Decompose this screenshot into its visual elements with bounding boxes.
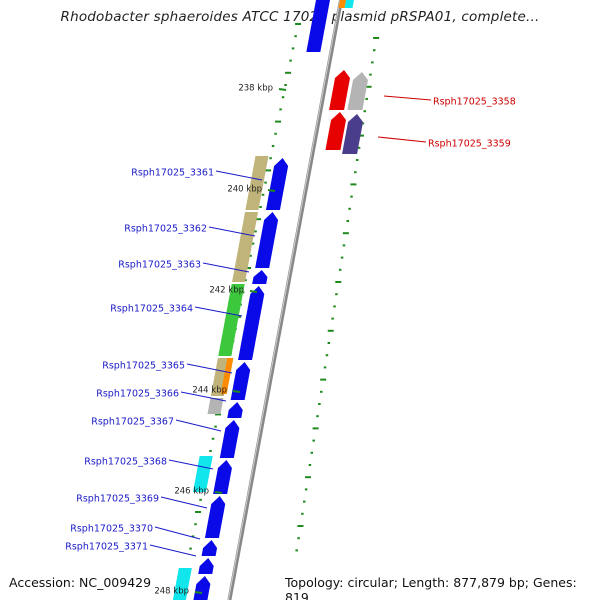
kbp-label: 244 kbp bbox=[192, 386, 227, 396]
cds-arrow bbox=[325, 112, 347, 150]
gene-label: Rsph17025_3367 bbox=[91, 417, 174, 428]
cds-arrow bbox=[238, 286, 265, 360]
gene-label: Rsph17025_3366 bbox=[96, 389, 179, 400]
misc-feature bbox=[218, 284, 245, 356]
gene-label-leader bbox=[208, 226, 256, 237]
gene-label: Rsph17025_3362 bbox=[124, 224, 207, 235]
kbp-tick bbox=[267, 189, 276, 192]
gene-label: Rsph17025_3368 bbox=[84, 457, 167, 468]
cds-arrow bbox=[193, 576, 211, 600]
kbp-tick bbox=[278, 88, 287, 91]
gene-label: Rsph17025_3365 bbox=[102, 361, 185, 372]
cds-arrow bbox=[347, 72, 369, 110]
cds-arrow bbox=[265, 158, 289, 210]
kbp-label: 242 kbp bbox=[209, 286, 244, 296]
gene-label-leader bbox=[194, 306, 243, 317]
gene-label-leader bbox=[383, 95, 432, 101]
gene-label: Rsph17025_3364 bbox=[110, 304, 193, 315]
misc-feature bbox=[338, 0, 346, 8]
gene-label-leader bbox=[215, 170, 263, 181]
gene-label-leader bbox=[175, 419, 222, 432]
misc-feature bbox=[192, 456, 213, 492]
backbone-highlight bbox=[227, 0, 341, 600]
gene-label: Rsph17025_3370 bbox=[70, 524, 153, 535]
gene-label: Rsph17025_3359 bbox=[428, 139, 511, 150]
misc-feature bbox=[232, 212, 259, 282]
cds-arrow bbox=[204, 496, 226, 538]
cds-arrow bbox=[219, 420, 240, 458]
gene-label-leader bbox=[202, 262, 250, 273]
kbp-tick bbox=[249, 290, 258, 293]
kbp-label: 240 kbp bbox=[227, 185, 262, 195]
misc-feature bbox=[207, 398, 224, 414]
backbone-line bbox=[227, 0, 343, 600]
cds-arrow bbox=[201, 540, 218, 556]
gene-label-leader bbox=[160, 496, 208, 509]
gene-label: Rsph17025_3363 bbox=[118, 260, 201, 271]
cds-arrow bbox=[213, 460, 232, 494]
misc-feature bbox=[172, 568, 192, 600]
genome-summary-label: Topology: circular; Length: 877,879 bp; … bbox=[285, 575, 577, 600]
gene-label-leader bbox=[154, 526, 201, 540]
cds-arrow bbox=[198, 558, 214, 574]
kbp-tick bbox=[194, 591, 203, 594]
cds-arrow bbox=[255, 212, 279, 268]
map-title: Rhodobacter sphaeroides ATCC 17025 plasm… bbox=[60, 9, 540, 25]
gene-label: Rsph17025_3369 bbox=[76, 494, 159, 505]
kbp-label: 238 kbp bbox=[238, 84, 273, 94]
cds-arrow bbox=[227, 402, 243, 418]
gene-label-leader bbox=[377, 136, 427, 143]
gene-label-leader bbox=[186, 363, 233, 374]
kbp-tick bbox=[232, 390, 241, 393]
gene-label-leader bbox=[180, 391, 227, 402]
misc-feature bbox=[220, 358, 234, 394]
misc-feature bbox=[245, 156, 269, 210]
kbp-label: 248 kbp bbox=[154, 587, 189, 597]
kbp-tick bbox=[214, 491, 223, 494]
gene-label-leader bbox=[168, 459, 214, 470]
gene-label: Rsph17025_3358 bbox=[433, 97, 516, 108]
gene-label-leader bbox=[149, 544, 197, 557]
gene-label: Rsph17025_3371 bbox=[65, 542, 148, 553]
accession-label: Accession: NC_009429 bbox=[9, 575, 152, 590]
misc-feature bbox=[344, 0, 354, 8]
cds-arrow bbox=[306, 0, 330, 52]
kbp-label: 246 kbp bbox=[174, 487, 209, 497]
cds-arrow bbox=[230, 362, 251, 400]
gene-label: Rsph17025_3361 bbox=[131, 168, 214, 179]
cds-arrow bbox=[252, 270, 268, 284]
cds-arrow bbox=[329, 70, 351, 110]
cds-arrow bbox=[342, 114, 364, 154]
